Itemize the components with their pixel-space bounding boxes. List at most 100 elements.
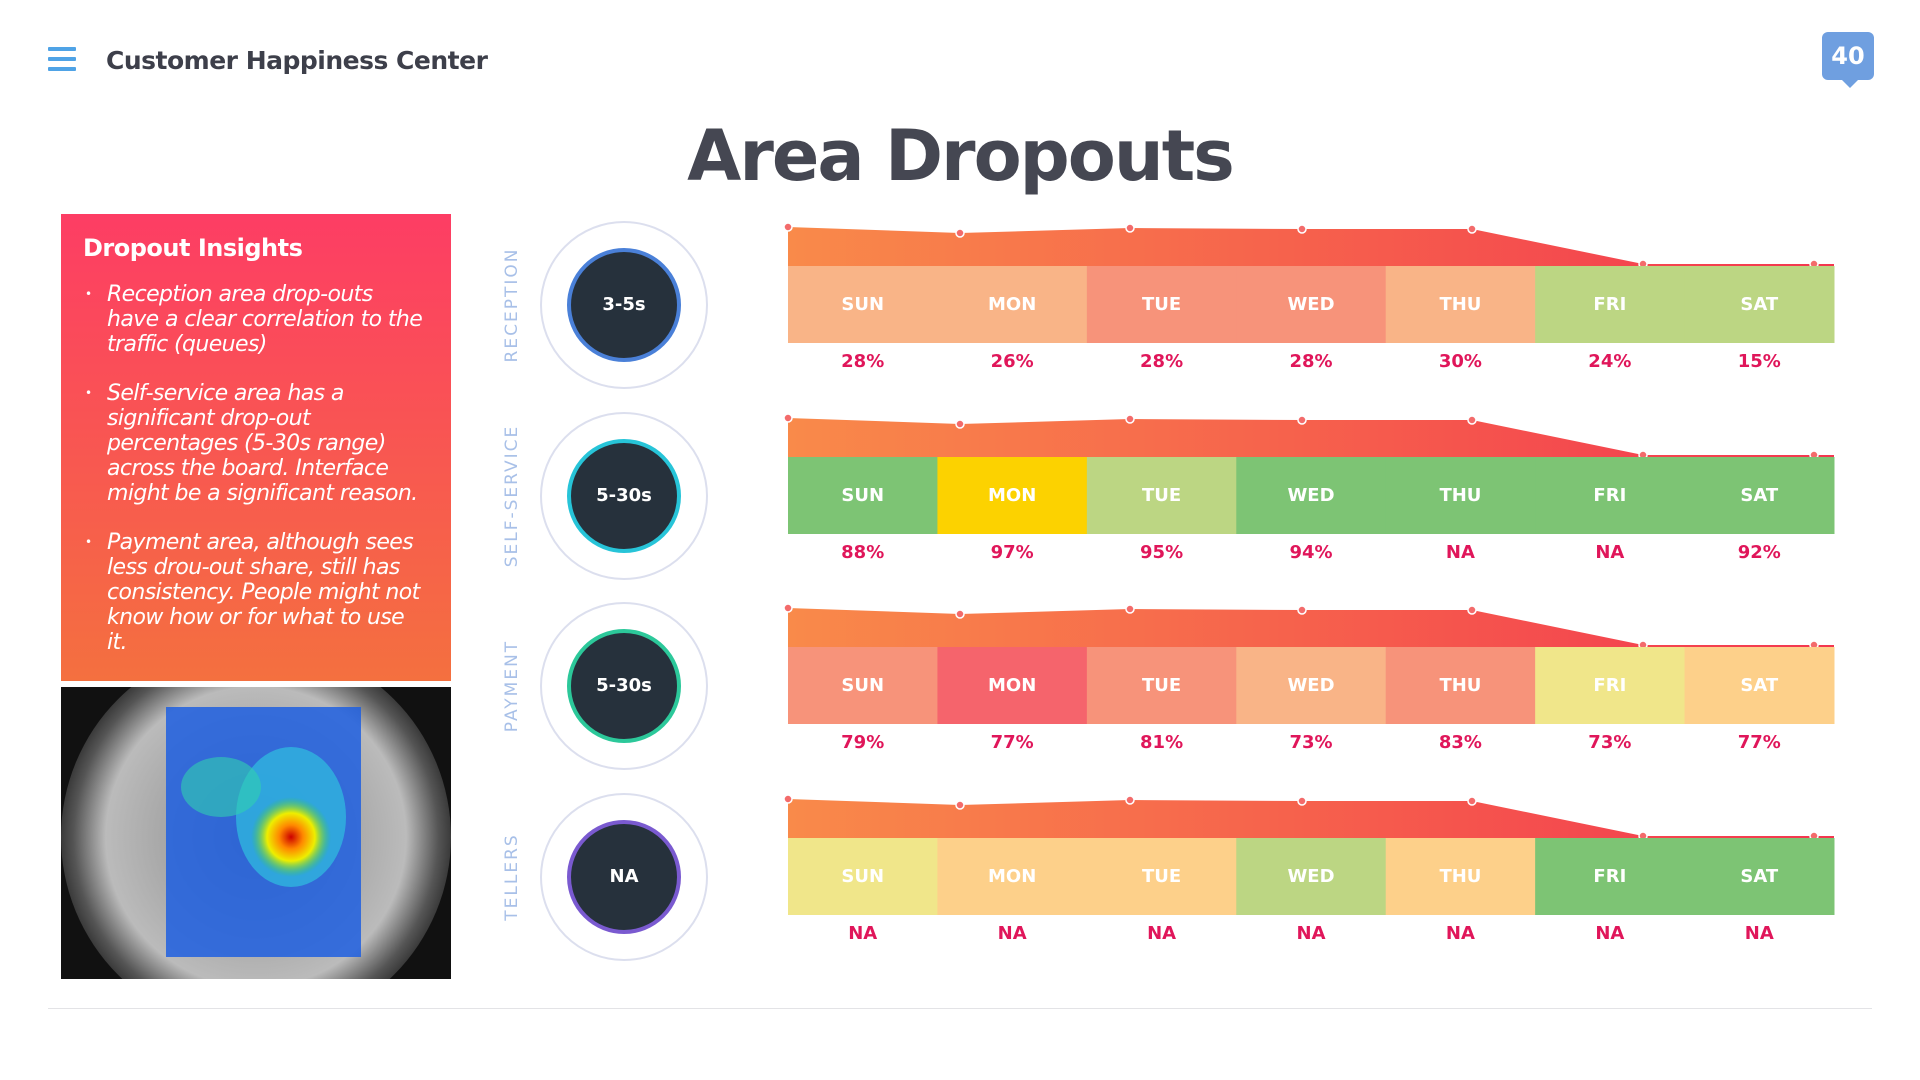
traffic-dot [783, 222, 793, 232]
dropout-value: 83% [1439, 732, 1482, 753]
dropout-value: 30% [1439, 351, 1482, 372]
day-cell [1236, 266, 1387, 343]
dropout-value: NA [1446, 542, 1475, 563]
day-label: WED [1287, 485, 1334, 506]
traffic-area [788, 608, 1834, 647]
insight: Payment area, although sees less drou-ou… [85, 530, 429, 655]
traffic-dot [1297, 605, 1307, 615]
traffic-dot [1297, 224, 1307, 234]
day-label: SAT [1740, 866, 1778, 887]
dropout-value: 97% [991, 542, 1034, 563]
area-label: PAYMENT [502, 640, 522, 732]
wait-time: 3-5s [602, 294, 645, 315]
area-label: TELLERS [502, 833, 522, 921]
traffic-dot [783, 794, 793, 804]
day-cell [1535, 647, 1686, 724]
day-cell [1684, 266, 1835, 343]
area-label: SELF-SERVICE [502, 425, 522, 568]
dropout-value: 73% [1289, 732, 1332, 753]
day-cell [1684, 647, 1835, 724]
area-label: RECEPTION [502, 248, 522, 363]
day-label: THU [1439, 485, 1481, 506]
day-label: THU [1439, 675, 1481, 696]
day-cell [937, 457, 1088, 534]
dropout-value: 88% [841, 542, 884, 563]
dropout-value: 15% [1738, 351, 1781, 372]
traffic-area [788, 799, 1834, 838]
day-label: MON [988, 294, 1036, 315]
day-label: SUN [841, 675, 884, 696]
day-cell [937, 266, 1088, 343]
day-cell [1385, 647, 1536, 724]
day-label: TUE [1142, 866, 1181, 887]
dropout-value: 28% [841, 351, 884, 372]
traffic-dot [1467, 796, 1477, 806]
traffic-area [788, 418, 1834, 457]
insights-panel: Dropout Insights Reception area drop-out… [61, 214, 451, 681]
day-label: WED [1287, 675, 1334, 696]
day-label: SAT [1740, 294, 1778, 315]
day-label: SUN [841, 485, 884, 506]
day-label: THU [1439, 866, 1481, 887]
day-label: FRI [1593, 866, 1626, 887]
dropout-value: NA [1147, 923, 1176, 944]
traffic-dot [1297, 415, 1307, 425]
dropout-value: NA [1595, 542, 1624, 563]
day-label: THU [1439, 294, 1481, 315]
traffic-dot [783, 603, 793, 613]
brand: Customer Happiness Center [106, 46, 488, 75]
traffic-dot [783, 413, 793, 423]
page-badge: 40 [1822, 32, 1874, 88]
outer-ring [540, 221, 708, 389]
traffic-dot [1297, 796, 1307, 806]
day-cell [1535, 457, 1686, 534]
traffic-dot [955, 228, 965, 238]
traffic-dot [955, 800, 965, 810]
wait-time: NA [610, 866, 639, 887]
day-cell [1236, 457, 1387, 534]
dropout-value: 95% [1140, 542, 1183, 563]
dropout-value: 77% [991, 732, 1034, 753]
day-label: MON [988, 866, 1036, 887]
traffic-dot [1125, 223, 1135, 233]
menu-icon[interactable] [48, 47, 76, 77]
insights-list: Reception area drop-outs have a clear co… [83, 282, 429, 655]
dropout-value: NA [1446, 923, 1475, 944]
day-cell [937, 838, 1088, 915]
day-cell [1385, 266, 1536, 343]
dropout-value: 94% [1289, 542, 1332, 563]
footer-rule [48, 1008, 1872, 1009]
area-photo [567, 629, 681, 743]
day-cell [1086, 838, 1237, 915]
dropout-value: NA [1595, 923, 1624, 944]
day-label: TUE [1142, 485, 1181, 506]
dropout-value: 28% [1289, 351, 1332, 372]
day-label: WED [1287, 866, 1334, 887]
traffic-dot [955, 609, 965, 619]
day-label: SAT [1740, 675, 1778, 696]
dropout-value: 79% [841, 732, 884, 753]
dropout-value: NA [1745, 923, 1774, 944]
traffic-dot [1467, 224, 1477, 234]
dropout-value: NA [848, 923, 877, 944]
day-label: SUN [841, 866, 884, 887]
insight: Reception area drop-outs have a clear co… [85, 282, 429, 357]
day-cell [1236, 647, 1387, 724]
day-cell [1684, 457, 1835, 534]
traffic-area [788, 227, 1834, 266]
day-cell [1385, 457, 1536, 534]
day-cell [1236, 838, 1387, 915]
day-label: TUE [1142, 675, 1181, 696]
traffic-dot [1125, 795, 1135, 805]
area-photo [567, 820, 681, 934]
dropout-value: 81% [1140, 732, 1183, 753]
day-cell [1385, 838, 1536, 915]
day-label: FRI [1593, 485, 1626, 506]
day-cell [1086, 647, 1237, 724]
day-cell [788, 838, 938, 915]
day-cell [788, 266, 938, 343]
day-cell [1535, 266, 1686, 343]
dropout-value: 77% [1738, 732, 1781, 753]
